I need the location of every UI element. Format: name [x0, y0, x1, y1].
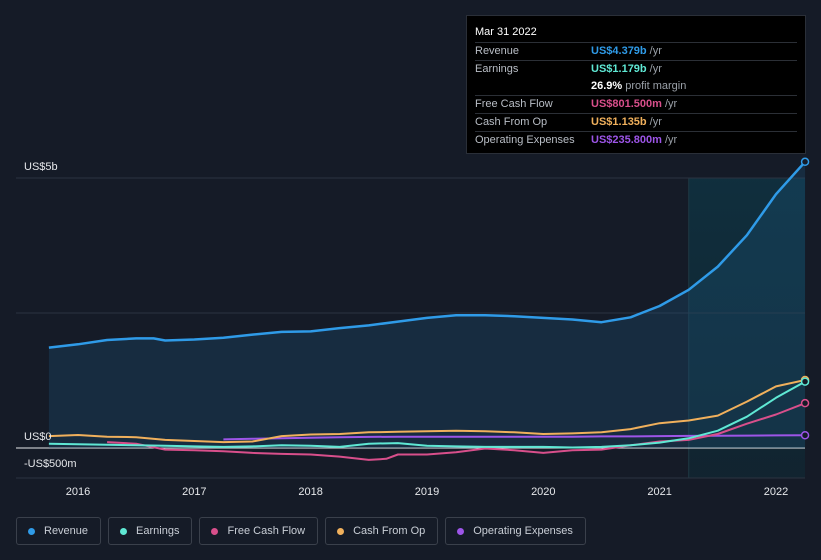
tooltip-unit: /yr — [649, 116, 662, 128]
free-cash-flow-end-marker — [800, 398, 810, 408]
tooltip-panel: Mar 31 2022 Revenue US$4.379b /yr Earnin… — [466, 15, 806, 154]
legend-item-operating-expenses[interactable]: Operating Expenses — [445, 517, 586, 545]
tooltip-label: Cash From Op — [475, 116, 548, 128]
tooltip-unit: profit margin — [625, 80, 687, 92]
legend-dot-icon — [120, 527, 128, 535]
tooltip-row-opex: Operating Expenses US$235.800m /yr — [475, 131, 797, 149]
legend-label: Revenue — [44, 525, 89, 537]
tooltip-row-revenue: Revenue US$4.379b /yr — [475, 42, 797, 60]
earnings-line — [48, 380, 806, 449]
legend-item-revenue[interactable]: Revenue — [16, 517, 102, 545]
operating-expenses-end-marker — [800, 431, 810, 440]
legend-dot-icon — [28, 527, 35, 535]
revenue-line — [48, 160, 807, 349]
tooltip-row-fcf: Free Cash Flow US$801.500m /yr — [475, 95, 797, 113]
earnings-end-marker — [800, 377, 810, 386]
tooltip-unit: /yr — [664, 134, 678, 146]
tooltip-value: US$1.179b — [591, 63, 647, 75]
tooltip-value: US$4.379b — [591, 45, 647, 57]
x-tick-label: 2021 — [647, 486, 671, 498]
tooltip-label: Free Cash Flow — [475, 98, 553, 110]
legend-dot-icon — [211, 527, 219, 535]
legend-label: Cash From Op — [353, 525, 426, 537]
legend-dot-icon — [457, 527, 465, 535]
legend-label: Free Cash Flow — [227, 525, 306, 537]
x-tick-label: 2018 — [298, 486, 322, 498]
legend-item-cash-from-op[interactable]: Cash From Op — [325, 517, 439, 545]
legend-dot-icon — [337, 527, 345, 535]
tooltip-unit: /yr — [649, 63, 662, 75]
x-tick-label: 2016 — [66, 486, 90, 498]
tooltip-unit: /yr — [664, 98, 678, 110]
free-cash-flow-line — [107, 402, 806, 461]
legend-item-free-cash-flow[interactable]: Free Cash Flow — [199, 517, 319, 545]
x-tick-label: 2020 — [531, 486, 555, 498]
revenue-area — [48, 161, 806, 449]
tooltip-value: US$235.800m — [591, 134, 662, 146]
tooltip-value: US$801.500m — [591, 98, 662, 110]
legend-label: Operating Expenses — [473, 525, 573, 537]
tooltip-row-cfo: Cash From Op US$1.135b /yr — [475, 113, 797, 131]
revenue-end-marker — [800, 157, 810, 167]
tooltip-date: Mar 31 2022 — [475, 26, 537, 38]
x-tick-label: 2022 — [764, 486, 788, 498]
tooltip-value: 26.9% — [591, 80, 623, 92]
tooltip-label: Revenue — [475, 45, 520, 57]
x-tick-label: 2017 — [182, 486, 206, 498]
highlight-band — [688, 178, 805, 478]
tooltip-label — [475, 78, 591, 95]
tooltip-label: Operating Expenses — [475, 134, 575, 146]
financial-chart: US$5b US$0 -US$500m 2016 2017 2018 2019 2020 20… — [16, 157, 810, 498]
tooltip-row-margin: 26.9% profit margin — [475, 78, 797, 95]
tooltip-value: US$1.135b — [591, 116, 647, 128]
chart-legend: Revenue Earnings Free Cash Flow Cash Fro… — [16, 517, 586, 545]
legend-item-earnings[interactable]: Earnings — [108, 517, 193, 545]
tooltip-row-earnings: Earnings US$1.179b /yr — [475, 60, 797, 78]
y-tick-label: US$0 — [24, 431, 52, 443]
x-tick-label: 2019 — [415, 486, 439, 498]
y-tick-label: -US$500m — [24, 458, 77, 470]
tooltip-label: Earnings — [475, 63, 519, 75]
y-tick-label: US$5b — [24, 161, 58, 173]
legend-label: Earnings — [136, 525, 180, 537]
tooltip-unit: /yr — [649, 45, 662, 57]
cash-from-op-line — [48, 379, 806, 444]
